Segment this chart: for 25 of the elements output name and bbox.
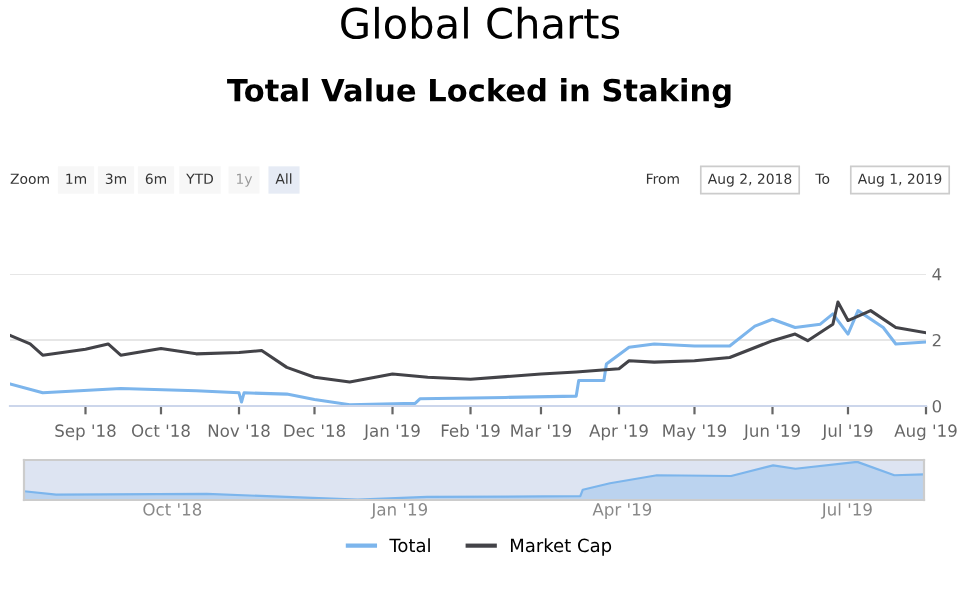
x-tick-label: Jun '19 [743, 424, 800, 441]
legend-label: Total [389, 538, 430, 553]
y-tick-label: 2 [932, 333, 941, 347]
x-tick-label: May '19 [663, 424, 727, 441]
y-tick-label: 4 [932, 268, 942, 281]
x-tick-label: Oct '18 [131, 424, 190, 437]
chart-subtitle: Total Value Locked in Staking [227, 78, 731, 108]
x-tick-label: Feb '19 [441, 424, 500, 437]
x-tick-label: Sep '18 [55, 424, 116, 441]
line-series [10, 309, 926, 406]
y-tick-label: 0 [932, 399, 942, 413]
x-tick-label: Oct '18 [143, 503, 202, 516]
chart-title: Global Charts [341, 6, 620, 40]
x-tick-label: Apr '19 [592, 503, 652, 519]
x-tick-label: Jan '19 [363, 424, 420, 441]
x-tick-label: Aug '19 [894, 424, 957, 441]
x-tick-label: Nov '18 [208, 424, 270, 437]
x-tick-label: Jan '19 [370, 503, 428, 519]
x-tick-label: Mar '19 [511, 424, 572, 437]
x-tick-label: Dec '18 [284, 424, 346, 437]
x-tick-label: Jul '19 [820, 502, 872, 519]
line-series [10, 300, 926, 384]
x-tick-label: Apr '19 [589, 424, 648, 441]
x-tick-label: Jul '19 [821, 424, 873, 441]
legend-label: Market Cap [510, 538, 612, 556]
